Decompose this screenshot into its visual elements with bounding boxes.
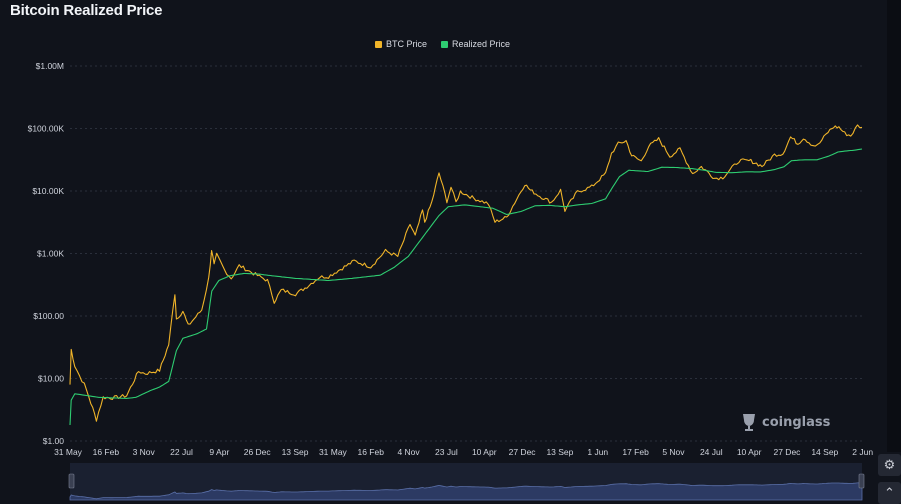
navigator-handle-right[interactable] [858, 473, 865, 489]
x-tick-label: 10 Apr [737, 447, 762, 457]
x-axis-ticks: 31 May 16 Feb 3 Nov 22 Jul 9 Apr 26 Dec 13 Sep… [54, 447, 873, 457]
x-tick-label: 16 Feb [93, 447, 120, 457]
y-tick-label: $100.00 [33, 311, 64, 321]
grid-lines [70, 65, 862, 442]
legend-swatch-realized-price [440, 40, 448, 48]
y-tick-label: $10.00K [32, 186, 64, 196]
settings-button[interactable]: ⚙ [878, 454, 901, 476]
watermark-text: coinglass [762, 414, 831, 430]
page-scrollbar[interactable] [887, 0, 901, 452]
y-axis-ticks: $1.00 $10.00 $100.00 $1.00K $10.00K $100.00K $… [28, 61, 65, 446]
x-tick-label: 27 Dec [773, 447, 801, 457]
x-tick-label: 17 Feb [622, 447, 649, 457]
legend-swatch-btc-price [374, 40, 382, 48]
x-tick-label: 3 Nov [133, 447, 156, 457]
y-tick-label: $1.00 [43, 436, 65, 446]
y-tick-label: $100.00K [28, 124, 65, 134]
scroll-top-button[interactable]: ⌃ [878, 482, 901, 504]
legend-label-realized-price: Realized Price [451, 39, 511, 49]
x-tick-label: 23 Jul [435, 447, 458, 457]
x-tick-label: 2 Jun [852, 447, 873, 457]
legend-item-btc-price[interactable]: BTC Price [374, 39, 427, 49]
coinglass-logo-icon [743, 414, 755, 431]
x-tick-label: 13 Sep [282, 447, 309, 457]
legend-label-btc-price: BTC Price [385, 39, 427, 49]
x-tick-label: 1 Jun [587, 447, 608, 457]
y-tick-label: $10.00 [38, 374, 64, 384]
series-line-realized-price [69, 148, 863, 426]
x-tick-label: 4 Nov [397, 447, 420, 457]
x-tick-label: 24 Jul [700, 447, 723, 457]
x-tick-label: 9 Apr [209, 447, 229, 457]
range-navigator[interactable] [68, 463, 865, 501]
x-tick-label: 31 May [54, 447, 83, 457]
chart-legend: BTC Price Realized Price [0, 39, 885, 49]
x-tick-label: 13 Sep [546, 447, 573, 457]
y-tick-label: $1.00K [37, 249, 64, 259]
navigator-handle-left[interactable] [68, 473, 75, 489]
page-title: Bitcoin Realized Price [10, 2, 163, 19]
x-tick-label: 27 Dec [509, 447, 537, 457]
x-tick-label: 22 Jul [170, 447, 193, 457]
x-tick-label: 26 Dec [244, 447, 272, 457]
x-tick-label: 14 Sep [811, 447, 838, 457]
y-tick-label: $1.00M [36, 61, 64, 71]
x-tick-label: 31 May [319, 447, 348, 457]
x-tick-label: 16 Feb [357, 447, 384, 457]
navigator-series-area [69, 482, 863, 501]
series-lines [69, 124, 863, 426]
series-line-btc-price [69, 124, 863, 422]
x-tick-label: 5 Nov [662, 447, 685, 457]
settings-icon: ⚙ [883, 457, 896, 473]
chevron-up-icon: ⌃ [884, 485, 895, 501]
watermark: coinglass [740, 412, 830, 432]
x-tick-label: 10 Apr [472, 447, 497, 457]
legend-item-realized-price[interactable]: Realized Price [440, 39, 511, 49]
